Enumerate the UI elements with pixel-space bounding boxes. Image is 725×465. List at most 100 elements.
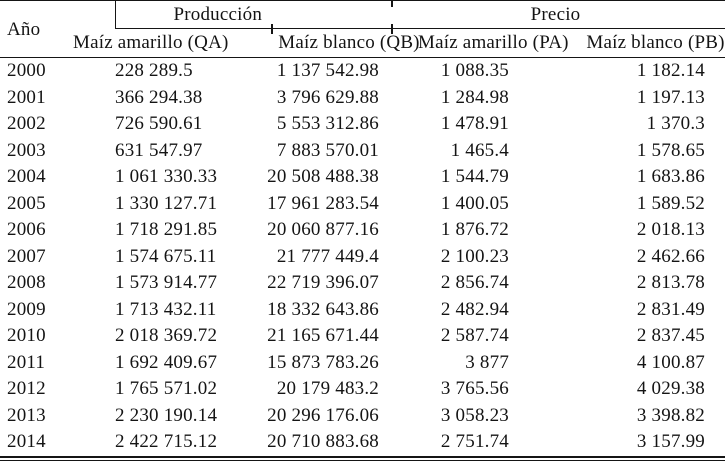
col-group-produccion: Producción bbox=[114, 0, 391, 29]
table-row: 2011 1 692 409.67 15 873 783.26 3 877 4 100.… bbox=[0, 350, 725, 377]
table-row: 2013 2 230 190.14 20 296 176.06 3 058.23 3 3… bbox=[0, 403, 725, 430]
pa-value-cell: 3 765.56 bbox=[440, 378, 510, 399]
year-cell: 2012 bbox=[7, 378, 46, 399]
year-cell: 2008 bbox=[7, 272, 46, 293]
year-cell: 2006 bbox=[7, 219, 46, 240]
pb-value-cell: 1 589.52 bbox=[636, 192, 706, 214]
column-divider-tick bbox=[271, 24, 273, 34]
qa-value-cell: 631 547.97 bbox=[115, 139, 203, 161]
col-header-maiz-amarillo-pa: Maíz amarillo (PA) bbox=[390, 28, 568, 58]
pa-value-cell: 2 100.23 bbox=[440, 245, 510, 267]
qb-value-cell: 20 296 176.06 bbox=[267, 404, 380, 426]
qa-value-cell: 1 061 330.33 bbox=[115, 166, 218, 187]
qa-value-cell: 366 294.38 bbox=[115, 86, 203, 108]
table-body: 2000 228 289.5 1 137 542.98 1 088.35 1 182.1… bbox=[0, 58, 725, 457]
table-row: 2014 2 422 715.12 20 710 883.68 2 751.74 3 1… bbox=[0, 429, 725, 457]
qb-value-cell: 15 873 783.26 bbox=[267, 351, 380, 373]
qa-value-cell: 2 422 715.12 bbox=[115, 431, 218, 452]
pb-value-cell: 2 462.66 bbox=[636, 245, 706, 267]
subheader-row: Maíz amarillo (QA) Maíz blanco (QB) Maíz… bbox=[0, 28, 725, 58]
pb-value-cell: 1 197.13 bbox=[636, 86, 706, 108]
table-row: 2003 631 547.97 7 883 570.01 1 465.4 1 578.6… bbox=[0, 138, 725, 165]
table-row: 2009 1 713 432.11 18 332 643.86 2 482.94 2 8… bbox=[0, 297, 725, 324]
pb-value-cell: 2 018.13 bbox=[636, 219, 706, 240]
pa-value-cell: 1 478.91 bbox=[440, 113, 510, 134]
qb-header-label: Maíz blanco (QB) bbox=[278, 32, 420, 53]
pb-value-cell: 2 813.78 bbox=[636, 272, 706, 293]
pb-header-label: Maíz blanco (PB) bbox=[586, 32, 725, 53]
table-row: 2010 2 018 369.72 21 165 671.44 2 587.74 2 8… bbox=[0, 323, 725, 350]
year-cell: 2010 bbox=[7, 325, 46, 346]
pa-value-cell: 2 482.94 bbox=[440, 298, 510, 320]
col-header-year: Año bbox=[0, 0, 115, 58]
qa-value-cell: 228 289.5 bbox=[115, 60, 193, 81]
table-row: 2004 1 061 330.33 20 508 488.38 1 544.79 1 6… bbox=[0, 164, 725, 191]
table-row: 2012 1 765 571.02 20 179 483.2 3 765.56 4 02… bbox=[0, 376, 725, 403]
bottom-double-rule bbox=[0, 459, 725, 461]
year-cell: 2014 bbox=[7, 431, 46, 452]
table-row: 2007 1 574 675.11 21 777 449.4 2 100.23 2 46… bbox=[0, 244, 725, 271]
pa-value-cell: 1 465.4 bbox=[450, 139, 510, 161]
qa-value-cell: 1 718 291.85 bbox=[115, 219, 218, 240]
qb-value-cell: 1 137 542.98 bbox=[276, 60, 380, 81]
pa-value-cell: 3 877 bbox=[465, 351, 510, 373]
pa-value-cell: 2 856.74 bbox=[440, 272, 510, 293]
pa-value-cell: 2 587.74 bbox=[440, 325, 510, 346]
year-cell: 2003 bbox=[7, 139, 46, 161]
qa-value-cell: 1 573 914.77 bbox=[115, 272, 218, 293]
pb-value-cell: 2 831.49 bbox=[636, 298, 706, 320]
col-header-maiz-amarillo-qa: Maíz amarillo (QA) bbox=[73, 28, 248, 58]
pb-value-cell: 3 398.82 bbox=[636, 404, 706, 426]
qa-value-cell: 726 590.61 bbox=[115, 113, 203, 134]
qa-header-label: Maíz amarillo (QA) bbox=[73, 32, 229, 53]
qb-value-cell: 20 710 883.68 bbox=[267, 431, 380, 452]
pb-value-cell: 1 370.3 bbox=[646, 113, 706, 134]
pa-value-cell: 2 751.74 bbox=[440, 431, 510, 452]
table-row: 2006 1 718 291.85 20 060 877.16 1 876.72 2 0… bbox=[0, 217, 725, 244]
qa-value-cell: 1 330 127.71 bbox=[115, 192, 218, 214]
group-header-row: Año Producción Precio bbox=[0, 0, 725, 58]
year-cell: 2005 bbox=[7, 192, 46, 214]
pa-value-cell: 1 400.05 bbox=[440, 192, 510, 214]
pa-value-cell: 3 058.23 bbox=[440, 404, 510, 426]
produccion-group-label: Producción bbox=[173, 4, 263, 25]
qb-value-cell: 21 165 671.44 bbox=[267, 325, 380, 346]
pb-value-cell: 4 029.38 bbox=[636, 378, 706, 399]
col-header-maiz-blanco-pb: Maíz blanco (PB) bbox=[540, 28, 725, 58]
column-divider-tick bbox=[391, 0, 393, 7]
pb-value-cell: 3 157.99 bbox=[636, 431, 706, 452]
col-header-maiz-blanco-qb: Maíz blanco (QB) bbox=[248, 28, 420, 58]
qb-value-cell: 20 060 877.16 bbox=[267, 219, 380, 240]
year-cell: 2001 bbox=[7, 86, 46, 108]
table-row: 2000 228 289.5 1 137 542.98 1 088.35 1 182.1… bbox=[0, 58, 725, 85]
qa-value-cell: 1 574 675.11 bbox=[115, 245, 217, 267]
year-cell: 2004 bbox=[7, 166, 46, 187]
table-header: Año Producción Precio Maíz amarillo (QA)… bbox=[0, 0, 725, 58]
qa-value-cell: 1 692 409.67 bbox=[115, 351, 218, 373]
qb-value-cell: 21 777 449.4 bbox=[276, 245, 380, 267]
year-cell: 2000 bbox=[7, 60, 46, 81]
qa-value-cell: 1 713 432.11 bbox=[115, 298, 217, 320]
pb-value-cell: 1 683.86 bbox=[636, 166, 706, 187]
precio-group-label: Precio bbox=[530, 4, 581, 25]
year-header-label: Año bbox=[7, 18, 41, 40]
qb-value-cell: 20 508 488.38 bbox=[267, 166, 380, 187]
year-cell: 2009 bbox=[7, 298, 46, 320]
pb-value-cell: 1 182.14 bbox=[636, 60, 706, 81]
year-cell: 2007 bbox=[7, 245, 46, 267]
qb-value-cell: 5 553 312.86 bbox=[276, 113, 380, 134]
table-row: 2005 1 330 127.71 17 961 283.54 1 400.05 1 5… bbox=[0, 191, 725, 218]
table-row: 2001 366 294.38 3 796 629.88 1 284.98 1 197.… bbox=[0, 85, 725, 112]
pa-value-cell: 1 544.79 bbox=[440, 166, 510, 187]
pa-header-label: Maíz amarillo (PA) bbox=[418, 32, 569, 53]
year-cell: 2013 bbox=[7, 404, 46, 426]
pb-value-cell: 4 100.87 bbox=[636, 351, 706, 373]
pb-value-cell: 1 578.65 bbox=[636, 139, 706, 161]
qa-value-cell: 2 230 190.14 bbox=[115, 404, 218, 426]
table-row: 2008 1 573 914.77 22 719 396.07 2 856.74 2 8… bbox=[0, 270, 725, 297]
pa-value-cell: 1 088.35 bbox=[440, 60, 510, 81]
pb-value-cell: 2 837.45 bbox=[636, 325, 706, 346]
qa-value-cell: 2 018 369.72 bbox=[115, 325, 218, 346]
